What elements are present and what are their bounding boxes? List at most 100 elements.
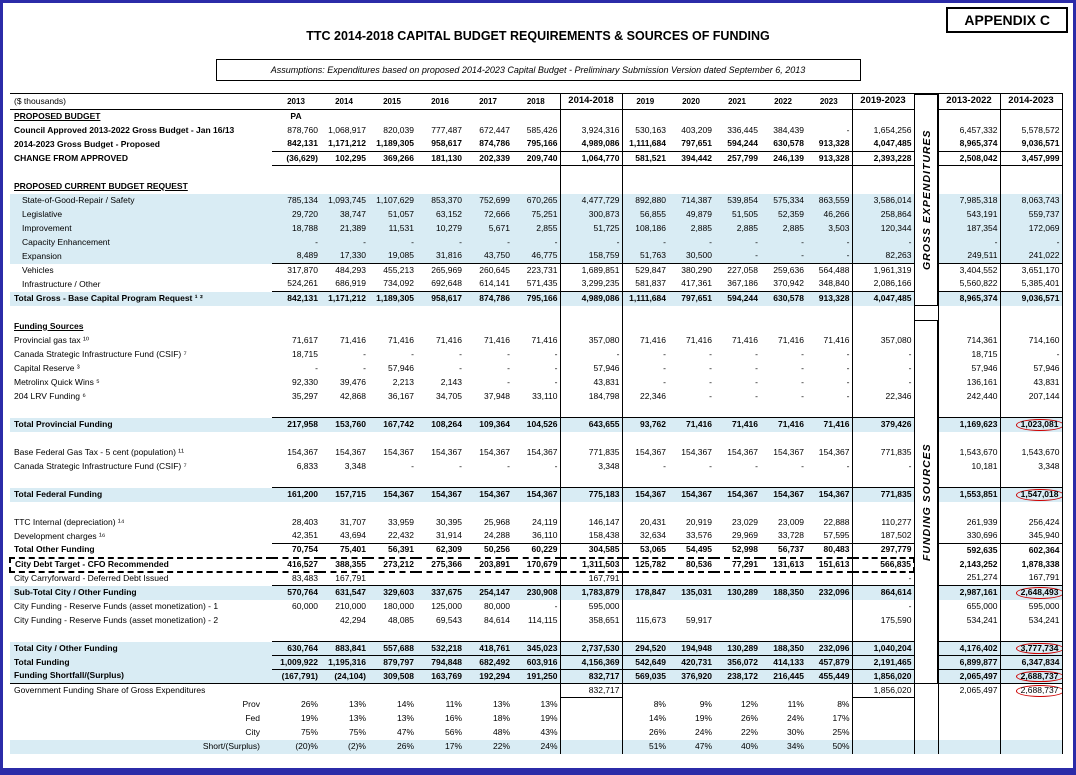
- cell: 69,543: [436, 614, 462, 625]
- cell: 3,457,999: [999, 151, 1063, 166]
- cell: 559,737: [999, 207, 1063, 222]
- cell: 167,791: [335, 572, 366, 583]
- cell: -: [709, 460, 712, 471]
- cell: 1,189,305: [376, 138, 414, 149]
- cell: 154,367: [773, 446, 804, 457]
- table-row: [10, 403, 1063, 418]
- cell: 714,361: [937, 333, 1001, 348]
- cell: 47%: [694, 740, 712, 751]
- cell: 80,000: [484, 600, 510, 611]
- cell: 832,717: [559, 669, 623, 684]
- cell: 29,720: [292, 208, 318, 219]
- cell: 6,347,834: [999, 655, 1063, 670]
- cell: -: [507, 236, 510, 247]
- cell: [806, 502, 852, 516]
- cell: 457,879: [806, 655, 852, 670]
- cell: 3,924,316: [559, 123, 623, 138]
- cell: [512, 432, 560, 446]
- cell: -: [459, 236, 462, 247]
- cell: 194,948: [668, 641, 714, 656]
- cell: 33,576: [686, 530, 712, 541]
- cell: 14%: [396, 698, 414, 709]
- cell: 879,797: [368, 655, 416, 670]
- gross-expenditures-label: GROSS EXPENDITURES: [914, 93, 938, 306]
- cell: 154,367: [668, 487, 714, 502]
- column-header: 2016: [416, 93, 464, 110]
- table-row: Vehicles 317,870 484,293 455,213 265,969 260,…: [10, 263, 1063, 278]
- cell: [760, 166, 806, 180]
- cell: [622, 474, 668, 488]
- cell: 154,367: [727, 446, 758, 457]
- cell: 17%: [832, 712, 850, 723]
- cell: 265,969: [416, 263, 464, 278]
- cell: [999, 319, 1063, 334]
- table-row: Capacity Enhancement - - - - - - - - - - - - - - -: [10, 235, 1063, 250]
- cell: -: [663, 362, 666, 373]
- cell: 842,131: [272, 291, 320, 306]
- cell: 913,328: [806, 151, 852, 166]
- cell: 51,725: [559, 221, 623, 236]
- cell: 57,946: [559, 361, 623, 376]
- cell: 820,039: [383, 124, 414, 135]
- cell: -: [559, 235, 623, 250]
- cell: [714, 306, 760, 320]
- row-label: Council Approved 2013-2022 Gross Budget …: [14, 124, 235, 135]
- cell: 416,527: [272, 556, 320, 573]
- cell: [368, 628, 416, 642]
- table-row: Expansion 8,489 17,330 19,085 31,816 43,750 46…: [10, 249, 1063, 264]
- cell: -: [755, 250, 758, 261]
- cell: [320, 110, 368, 124]
- row-label: Expansion: [22, 250, 62, 261]
- cell: [368, 320, 416, 334]
- cell: 51%: [648, 740, 666, 751]
- cell: 154,367: [479, 446, 510, 457]
- row-label: City Carryforward - Deferred Debt Issued: [14, 573, 169, 584]
- cell: 154,367: [635, 446, 666, 457]
- cell: 357,080: [851, 333, 915, 348]
- cell: 210,000: [335, 600, 366, 611]
- cell: -: [554, 362, 558, 373]
- cell: 202,339: [464, 151, 512, 166]
- cell: [622, 432, 668, 446]
- row-label: [10, 628, 272, 642]
- cell: 2,065,497: [937, 683, 1001, 698]
- cell: [714, 166, 760, 180]
- cell: 6,833: [296, 460, 318, 471]
- cell: 3,651,170: [999, 263, 1063, 278]
- cell: 6,899,877: [937, 655, 1001, 670]
- cell: 2,885: [690, 222, 712, 233]
- cell: 35,297: [292, 390, 318, 401]
- cell: 530,163: [635, 124, 666, 135]
- cell: [668, 180, 714, 194]
- cell: [668, 110, 714, 124]
- cell: [937, 403, 1001, 418]
- cell: [937, 501, 1001, 516]
- cell: 524,261: [287, 278, 318, 289]
- cell: [559, 501, 623, 516]
- cell: PA: [290, 110, 302, 121]
- cell: 384,439: [773, 124, 804, 135]
- cell: 251,274: [937, 571, 1001, 586]
- cell: [416, 404, 464, 418]
- spacer-cell: [914, 306, 938, 320]
- cell: 216,445: [760, 669, 806, 684]
- cell: 43,831: [559, 375, 623, 390]
- row-label: Legislative: [22, 208, 63, 219]
- table-row: Canada Strategic Infrastructure Fund (CS…: [10, 459, 1063, 474]
- column-header: 2013: [272, 93, 320, 110]
- cell: -: [459, 460, 462, 471]
- cell: -: [755, 376, 758, 387]
- cell: [937, 697, 1001, 712]
- cell: 13%: [396, 712, 414, 723]
- cell: [851, 403, 915, 418]
- cell: 261,939: [937, 515, 1001, 530]
- cell: 50%: [832, 740, 850, 751]
- column-header: 2013-2022: [937, 93, 1001, 110]
- cell: [559, 403, 623, 418]
- cell: [320, 320, 368, 334]
- cell: 108,264: [416, 417, 464, 432]
- cell: 20,919: [686, 516, 712, 527]
- cell: [416, 320, 464, 334]
- cell: 82,263: [851, 249, 915, 264]
- cell: [851, 319, 915, 334]
